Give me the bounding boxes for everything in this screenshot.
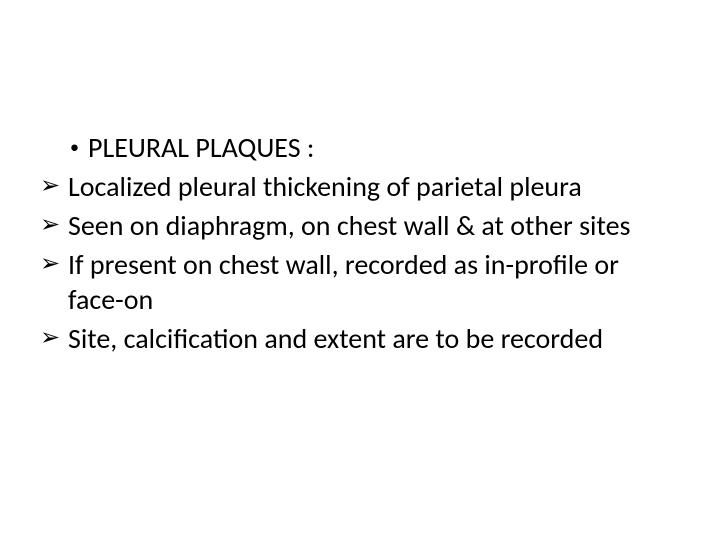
bullet-text: PLEURAL PLAQUES : xyxy=(88,130,680,165)
bullet-icon: • xyxy=(70,130,88,159)
list-item: ➢ Seen on diaphragm, on chest wall & at … xyxy=(40,208,680,243)
arrow-icon: ➢ xyxy=(40,169,68,201)
list-item: ➢ Site, calcification and extent are to … xyxy=(40,321,680,356)
bullet-text: Site, calcification and extent are to be… xyxy=(68,321,680,356)
slide-body: • PLEURAL PLAQUES : ➢ Localized pleural … xyxy=(0,0,720,540)
arrow-icon: ➢ xyxy=(40,321,68,353)
list-item: ➢ If present on chest wall, recorded as … xyxy=(40,247,680,317)
arrow-icon: ➢ xyxy=(40,208,68,240)
bullet-text: If present on chest wall, recorded as in… xyxy=(68,247,680,317)
bullet-text: Seen on diaphragm, on chest wall & at ot… xyxy=(68,208,680,243)
bullet-text: Localized pleural thickening of parietal… xyxy=(68,169,680,204)
list-item: • PLEURAL PLAQUES : xyxy=(40,130,680,165)
arrow-icon: ➢ xyxy=(40,247,68,279)
list-item: ➢ Localized pleural thickening of pariet… xyxy=(40,169,680,204)
